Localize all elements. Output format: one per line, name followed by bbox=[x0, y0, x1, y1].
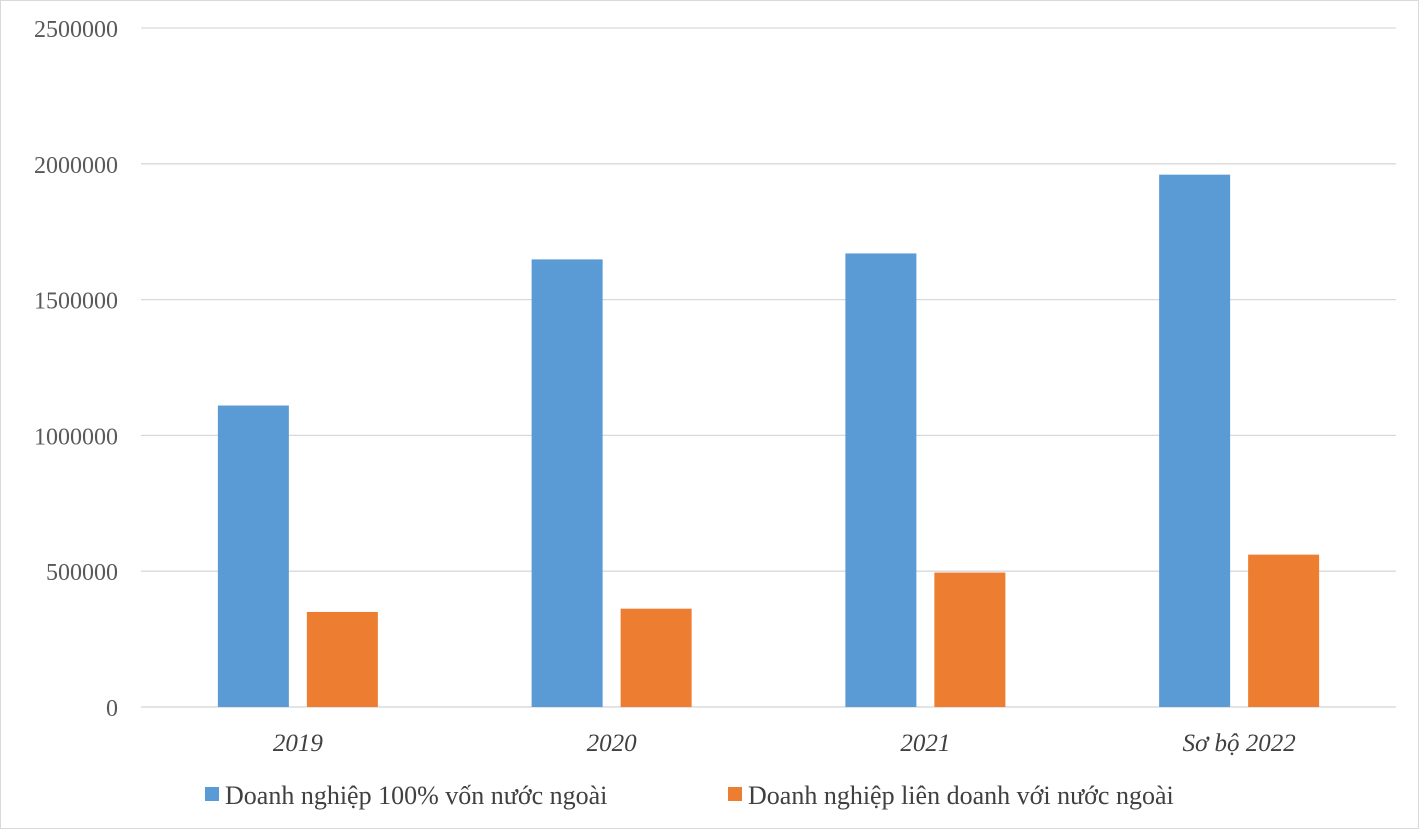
x-tick-label: 2019 bbox=[273, 730, 324, 757]
y-tick-label: 2000000 bbox=[34, 153, 118, 179]
bar-joint-venture-1 bbox=[620, 608, 692, 707]
bar-foreign-owned-3 bbox=[1159, 174, 1231, 707]
bar-joint-venture-2 bbox=[934, 572, 1006, 707]
legend-label: Doanh nghiệp liên doanh với nước ngoài bbox=[748, 781, 1174, 810]
y-tick-label: 0 bbox=[106, 696, 118, 722]
x-tick-label: 2020 bbox=[587, 730, 638, 757]
legend-swatch bbox=[205, 787, 219, 801]
y-tick-label: 2500000 bbox=[34, 17, 118, 43]
bar-joint-venture-0 bbox=[306, 611, 378, 707]
bar-foreign-owned-0 bbox=[217, 405, 289, 707]
legend-swatch bbox=[728, 787, 742, 801]
legend: Doanh nghiệp 100% vốn nước ngoài Doanh ng… bbox=[205, 781, 1174, 810]
bar-joint-venture-3 bbox=[1248, 554, 1320, 707]
bar-foreign-owned-1 bbox=[531, 259, 603, 707]
x-axis-ticks: 2019 2020 2021 Sơ bộ 2022 bbox=[273, 730, 1296, 757]
bar-foreign-owned-2 bbox=[845, 253, 917, 708]
legend-label: Doanh nghiệp 100% vốn nước ngoài bbox=[225, 781, 607, 810]
bars bbox=[217, 174, 1320, 708]
y-tick-label: 500000 bbox=[46, 560, 118, 586]
x-tick-label: 2021 bbox=[900, 730, 950, 757]
y-axis-ticks: 0 500000 1000000 1500000 2000000 2500000 bbox=[34, 17, 118, 722]
y-tick-label: 1500000 bbox=[34, 289, 118, 315]
y-tick-label: 1000000 bbox=[34, 424, 118, 450]
x-tick-label: Sơ bộ 2022 bbox=[1182, 730, 1295, 757]
